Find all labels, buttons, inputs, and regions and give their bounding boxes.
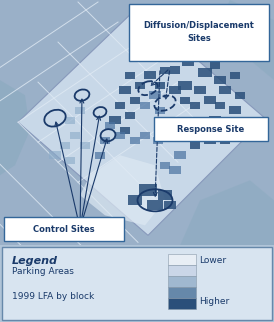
Bar <box>170 117 180 124</box>
Bar <box>215 102 225 109</box>
Bar <box>168 265 196 276</box>
Text: Higher: Higher <box>199 297 229 306</box>
Bar <box>115 102 125 109</box>
Bar <box>130 97 140 104</box>
Bar <box>209 116 221 124</box>
Bar <box>130 137 140 144</box>
Bar <box>230 71 240 79</box>
Bar <box>169 166 181 174</box>
Bar <box>109 116 121 124</box>
Bar <box>105 122 115 129</box>
Bar <box>189 51 201 59</box>
Bar <box>135 81 145 89</box>
Polygon shape <box>18 8 265 235</box>
Bar <box>95 152 105 159</box>
Bar <box>214 76 226 84</box>
Bar <box>204 136 216 144</box>
Bar <box>115 132 125 139</box>
Bar <box>49 151 61 159</box>
Bar <box>119 86 131 94</box>
Bar <box>160 67 170 74</box>
Bar <box>190 102 200 109</box>
Bar <box>235 92 245 99</box>
Bar <box>179 126 191 134</box>
Bar <box>169 86 181 94</box>
Bar <box>65 157 75 164</box>
Bar <box>180 97 190 104</box>
Text: Control Sites: Control Sites <box>33 225 95 234</box>
Text: Legend: Legend <box>12 256 58 266</box>
Polygon shape <box>0 80 30 175</box>
Bar <box>65 117 75 124</box>
FancyBboxPatch shape <box>154 117 268 141</box>
Bar <box>70 132 80 139</box>
Bar <box>198 68 212 77</box>
Bar <box>190 142 200 149</box>
Polygon shape <box>180 180 274 245</box>
Bar <box>80 142 90 149</box>
Bar <box>229 106 241 114</box>
Polygon shape <box>80 155 165 225</box>
Bar <box>153 137 163 144</box>
Bar <box>155 107 165 114</box>
Polygon shape <box>210 0 274 80</box>
Bar <box>125 71 135 79</box>
Bar <box>168 287 196 298</box>
Bar <box>182 58 194 66</box>
Bar <box>210 62 220 69</box>
Bar <box>225 122 235 129</box>
Bar <box>128 195 142 205</box>
Bar <box>168 298 196 309</box>
Bar <box>158 190 172 200</box>
Bar <box>168 254 196 265</box>
Text: 1999 LFA by block: 1999 LFA by block <box>12 292 94 301</box>
Bar <box>220 137 230 144</box>
Bar <box>125 112 135 119</box>
Bar <box>168 276 196 287</box>
Text: Response Site: Response Site <box>177 125 245 134</box>
Bar <box>219 86 231 94</box>
Bar <box>75 107 85 114</box>
Bar <box>204 96 216 104</box>
FancyBboxPatch shape <box>2 247 272 320</box>
Bar <box>139 184 157 196</box>
FancyBboxPatch shape <box>4 217 124 242</box>
Bar <box>60 142 70 149</box>
Bar <box>140 102 150 109</box>
Bar <box>194 86 206 94</box>
Bar <box>164 201 176 209</box>
Bar <box>170 66 180 74</box>
Text: Lower: Lower <box>199 256 226 265</box>
Bar <box>193 126 207 135</box>
Bar <box>162 50 178 60</box>
Bar <box>147 200 163 210</box>
Bar <box>160 162 170 169</box>
Bar <box>178 80 192 90</box>
Text: Diffusion/Displacement
Sites: Diffusion/Displacement Sites <box>144 21 255 43</box>
Bar <box>155 81 165 89</box>
Bar <box>174 151 186 159</box>
Bar <box>144 71 156 79</box>
Bar <box>100 137 110 144</box>
Bar <box>120 127 130 134</box>
Bar <box>164 126 176 134</box>
Bar <box>149 91 161 99</box>
Text: Parking Areas: Parking Areas <box>12 267 74 276</box>
FancyBboxPatch shape <box>129 4 269 61</box>
Bar <box>140 132 150 139</box>
